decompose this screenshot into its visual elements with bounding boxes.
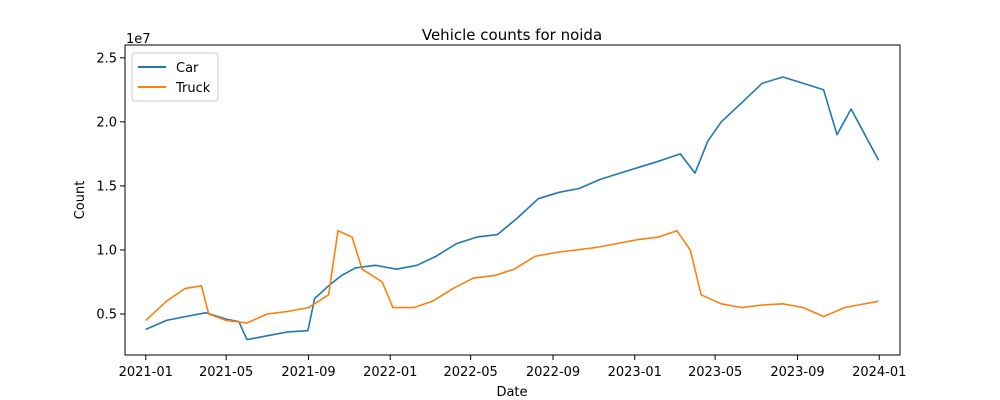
x-tick-label: 2023-01 (608, 365, 662, 380)
y-multiplier-label: 1e7 (126, 32, 151, 47)
x-tick-label: 2022-09 (526, 365, 580, 380)
y-axis-label: Count (73, 181, 88, 220)
y-tick-label: 1.0 (96, 243, 117, 258)
y-axis-ticks: 0.5 1.0 1.5 2.0 2.5 (96, 51, 125, 323)
legend-car-label: Car (176, 61, 199, 76)
x-axis-label: Date (496, 385, 527, 400)
legend: Car Truck (131, 52, 219, 102)
x-tick-label: 2023-09 (770, 365, 824, 380)
y-tick-label: 0.5 (96, 308, 117, 323)
x-tick-label: 2021-01 (119, 365, 173, 380)
series-line-car (145, 76, 880, 341)
x-tick-label: 2022-05 (443, 365, 497, 380)
x-tick-label: 2022-01 (363, 365, 417, 380)
plot-area-frame (124, 44, 901, 356)
chart-title: Vehicle counts for noida (422, 26, 602, 44)
y-tick-label: 2.5 (96, 51, 117, 66)
x-tick-label: 2021-05 (199, 365, 253, 380)
legend-box (131, 52, 219, 102)
x-axis-ticks: 2021-01 2021-05 2021-09 2022-01 2022-05 2022-… (119, 355, 906, 380)
x-tick-label: 2021-09 (281, 365, 335, 380)
x-tick-label: 2023-05 (688, 365, 742, 380)
y-tick-label: 2.0 (96, 115, 117, 130)
x-tick-label: 2024-01 (852, 365, 906, 380)
legend-truck-label: Truck (175, 81, 211, 96)
series-line-truck (145, 229, 879, 324)
y-tick-label: 1.5 (96, 179, 117, 194)
plot-lines (145, 76, 880, 341)
